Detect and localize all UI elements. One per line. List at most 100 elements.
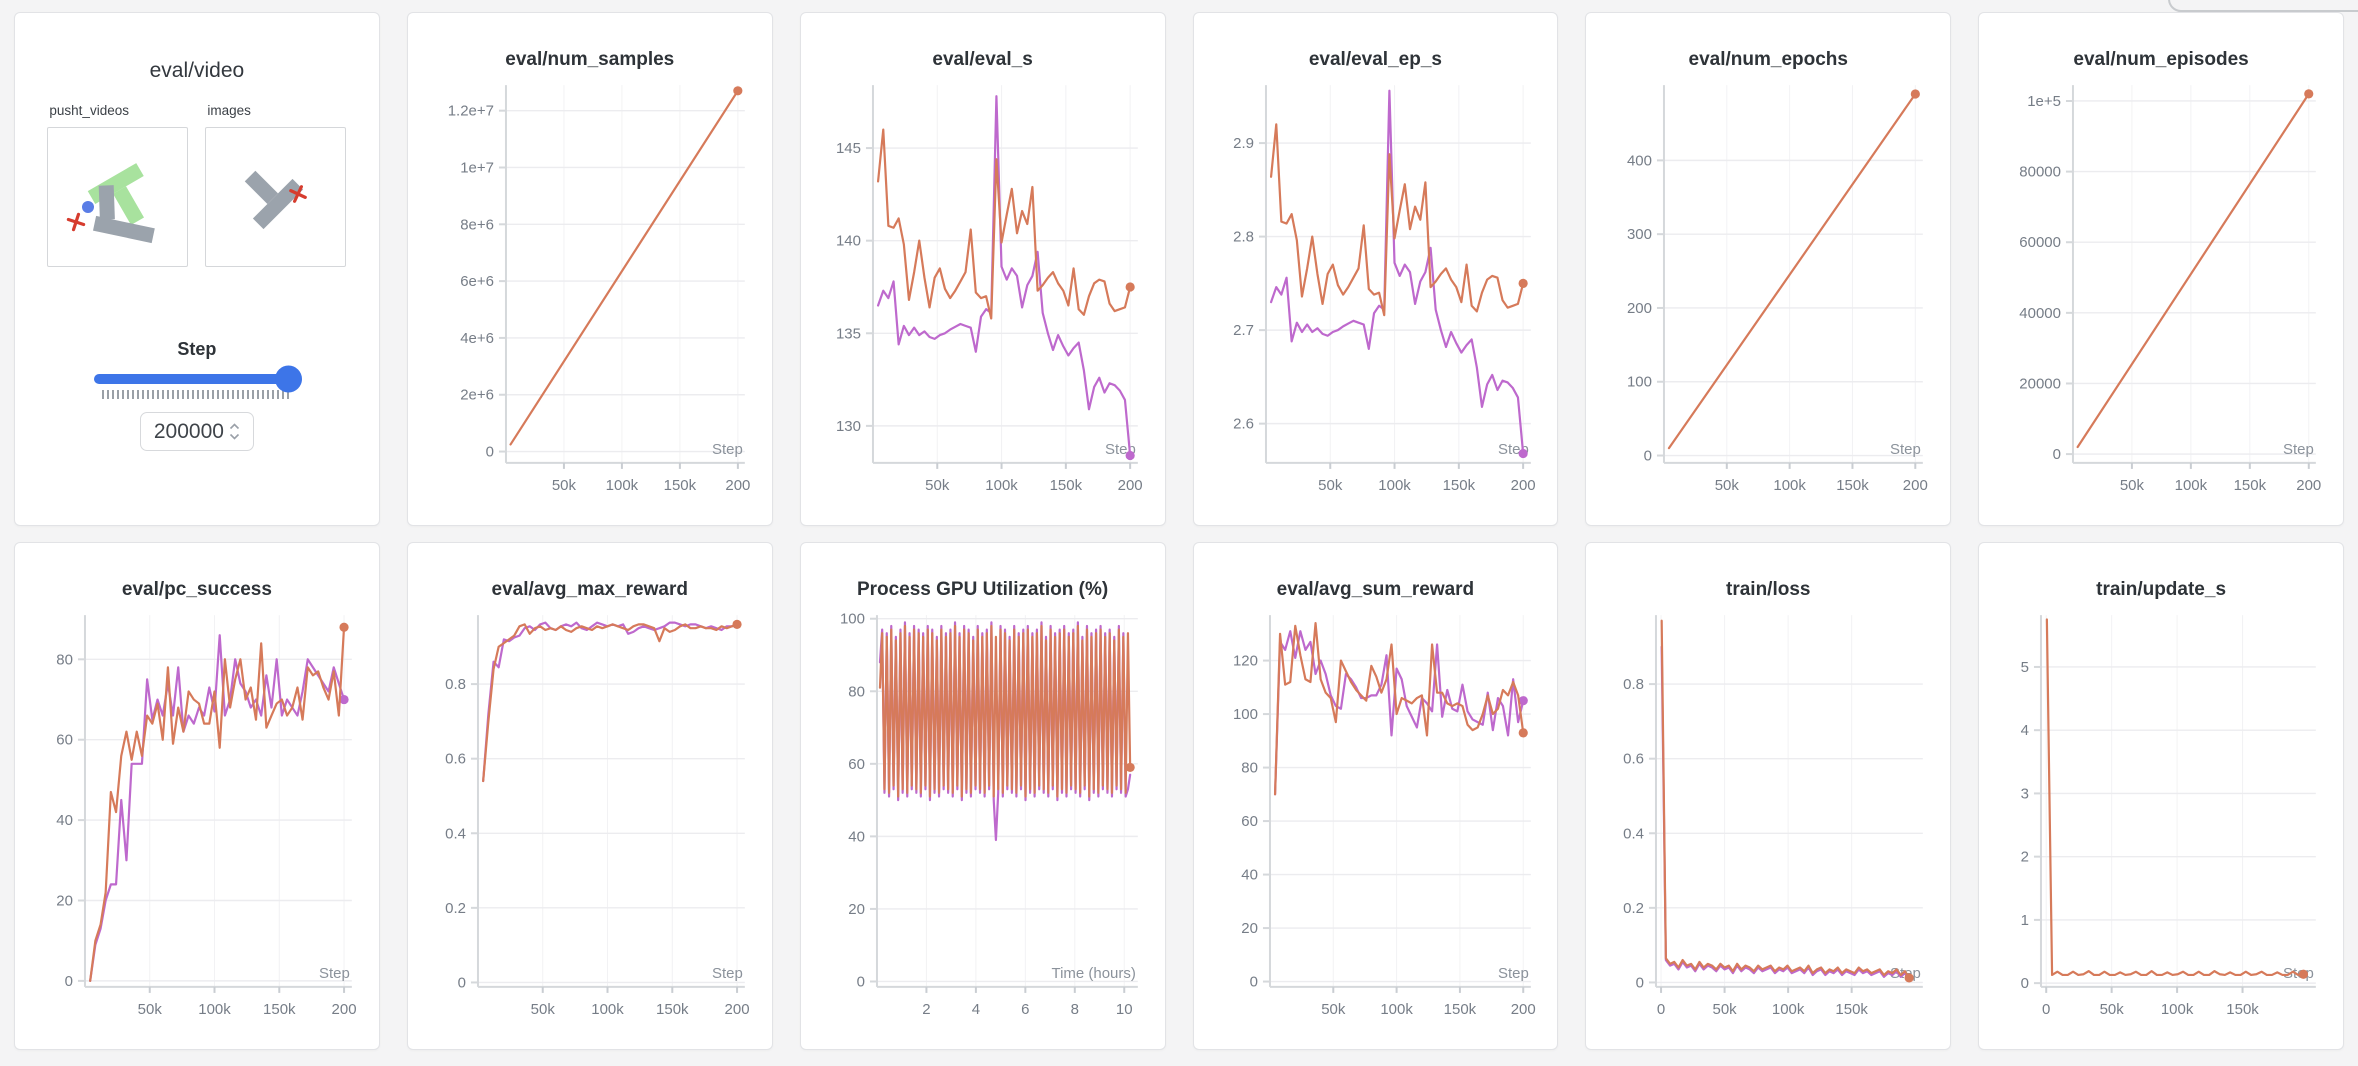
svg-text:80000: 80000 [2019,164,2061,181]
x-axis-title: Time (hours) [1051,965,1135,982]
svg-text:50k: 50k [1321,1001,1346,1018]
svg-text:4: 4 [971,1001,979,1018]
step-slider [93,365,302,399]
svg-text:50k: 50k [138,1001,163,1018]
svg-text:6e+6: 6e+6 [460,273,494,290]
chart-train-update-s[interactable]: 0 1 2 3 4 5 0 50k 100k 150k Step [1993,607,2329,1037]
svg-text:200: 200 [1510,477,1535,494]
panel-eval-pc-success[interactable]: eval/pc_success 0 20 40 60 80 50k 100k 150k 200 S… [14,542,380,1050]
panel-eval-num-epochs[interactable]: eval/num_epochs 0 100 200 300 400 50k 100k 150k… [1585,12,1952,526]
step-slider-track[interactable] [93,365,302,393]
series-line-orange [2045,618,2305,977]
chart-eval-avg-max-reward[interactable]: 0 0.2 0.4 0.6 0.8 50k 100k 150k 200 Step [422,607,758,1037]
x-axis-title: Step [2283,965,2314,982]
svg-text:50k: 50k [2120,477,2145,494]
svg-text:200: 200 [1510,1001,1535,1018]
x-axis-title: Step [319,965,350,982]
panel-title: eval/num_samples [505,49,675,70]
h-gridlines [1657,159,1924,457]
svg-text:6: 6 [1021,1001,1029,1018]
h-gridlines [1262,659,1531,983]
svg-text:100: 100 [1627,374,1652,391]
svg-text:80: 80 [848,683,865,700]
svg-text:0.4: 0.4 [445,825,466,842]
svg-text:0.8: 0.8 [1623,676,1644,693]
svg-text:0.8: 0.8 [445,676,466,693]
panel-eval-eval-ep-s[interactable]: eval/eval_ep_s 2.6 2.7 2.8 2.9 50k 100k 150k 20… [1192,12,1559,526]
panel-train-loss[interactable]: train/loss 0 0.2 0.4 0.6 0.8 0 50k 100k 150k Step [1585,542,1952,1050]
svg-text:100k: 100k [1380,1001,1413,1018]
stepper-arrows-icon[interactable] [229,422,240,441]
axes [1663,85,1924,464]
chart-eval-num-samples[interactable]: 0 2e+6 4e+6 6e+6 8e+6 1e+7 1.2e+7 50k 100k 150k 20… [422,77,758,513]
series-line-orange [1660,619,1911,980]
chart-eval-pc-success[interactable]: 0 20 40 60 80 50k 100k 150k 200 Step [29,607,365,1037]
series-line-purple [876,95,1131,457]
svg-text:300: 300 [1627,226,1652,243]
y-axis-labels: 0 20 40 60 80 100 [840,611,865,991]
svg-text:10: 10 [1116,1001,1133,1018]
series-end-dot-purple [339,694,349,705]
chart-eval-avg-sum-reward[interactable]: 0 20 40 60 80 100 120 50k 100k 150k 200 Step [1208,607,1544,1037]
chart-eval-num-episodes[interactable]: 0 20000 40000 60000 80000 1e+5 50k 100k 150k 200 S… [1993,77,2329,513]
v-gridlines [149,615,345,987]
panel-eval-eval-s[interactable]: eval/eval_s 130 135 140 145 50k 100k 150k 200 St… [799,12,1166,526]
axes [1655,615,1924,988]
step-number-input[interactable]: 200000 [139,412,254,451]
media-thumbnails: pusht_videos image [29,103,365,267]
series-end-dot-orange [1911,89,1921,99]
axes [1268,615,1531,988]
chart-eval-num-epochs[interactable]: 0 100 200 300 400 50k 100k 150k 200 Step [1600,77,1936,513]
svg-text:2.7: 2.7 [1233,322,1254,339]
series-line-orange [481,623,738,783]
svg-text:0: 0 [2021,975,2029,992]
svg-text:50k: 50k [1713,1001,1738,1018]
svg-text:60: 60 [1241,813,1258,830]
svg-text:100k: 100k [198,1001,231,1018]
panel-title: eval/pc_success [121,579,272,600]
svg-text:20: 20 [1241,920,1258,937]
panel-eval-video[interactable]: eval/video pusht_videos [14,12,380,526]
x-axis-labels: 0 50k 100k 150k [1657,986,1869,1018]
panel-train-update-s[interactable]: train/update_s 0 1 2 3 4 5 0 50k 100k 150k Step [1978,542,2344,1050]
svg-text:200: 200 [1903,477,1928,494]
svg-text:80: 80 [1241,760,1258,777]
svg-text:100k: 100k [2175,477,2208,494]
series-end-dot-orange [339,622,349,632]
axes [875,615,1138,988]
series-end-dot-orange [733,86,743,96]
svg-text:100k: 100k [605,477,638,494]
x-axis-title: Step [2283,441,2314,458]
svg-text:0.6: 0.6 [445,751,466,768]
svg-text:40: 40 [1241,867,1258,884]
slider-ruler [101,390,290,399]
svg-text:4: 4 [2021,722,2029,739]
series-end-dot-orange [1904,973,1915,983]
svg-text:0.2: 0.2 [1623,900,1644,917]
series-line-orange [509,89,739,446]
h-gridlines [1649,683,1924,984]
panel-eval-num-samples[interactable]: eval/num_samples 0 2e+6 4e+6 6e+6 8e+6 1e+7 1.… [406,12,773,526]
svg-text:150k: 150k [1442,477,1475,494]
pusht-video-thumbnail[interactable] [47,127,189,267]
panel-eval-num-episodes[interactable]: eval/num_episodes 0 20000 40000 60000 80000 1… [1978,12,2344,526]
panel-eval-avg-sum-reward[interactable]: eval/avg_sum_reward 0 20 40 60 80 100 120 50k 10… [1192,542,1559,1050]
panel-eval-avg-max-reward[interactable]: eval/avg_max_reward 0 0.2 0.4 0.6 0.8 50k 100k… [406,542,773,1050]
chart-gpu-utilization[interactable]: 0 20 40 60 80 100 2 4 6 8 10 Time (hours) [815,607,1151,1037]
panel-gpu-utilization[interactable]: Process GPU Utilization (%) 0 20 40 60 80 100… [799,542,1166,1050]
images-thumbnail[interactable] [205,127,347,267]
svg-text:0: 0 [2042,1001,2050,1018]
svg-text:0: 0 [1249,974,1257,991]
svg-text:0.2: 0.2 [445,900,466,917]
svg-text:80: 80 [56,651,73,668]
x-axis-labels: 0 50k 100k 150k [2042,986,2259,1018]
step-slider-thumb[interactable] [274,365,302,393]
v-gridlines [542,615,738,987]
v-gridlines [1329,85,1524,463]
svg-text:5: 5 [2021,659,2029,676]
svg-text:150k: 150k [1049,477,1082,494]
x-axis-labels: 50k 100k 150k 200 [552,462,750,494]
